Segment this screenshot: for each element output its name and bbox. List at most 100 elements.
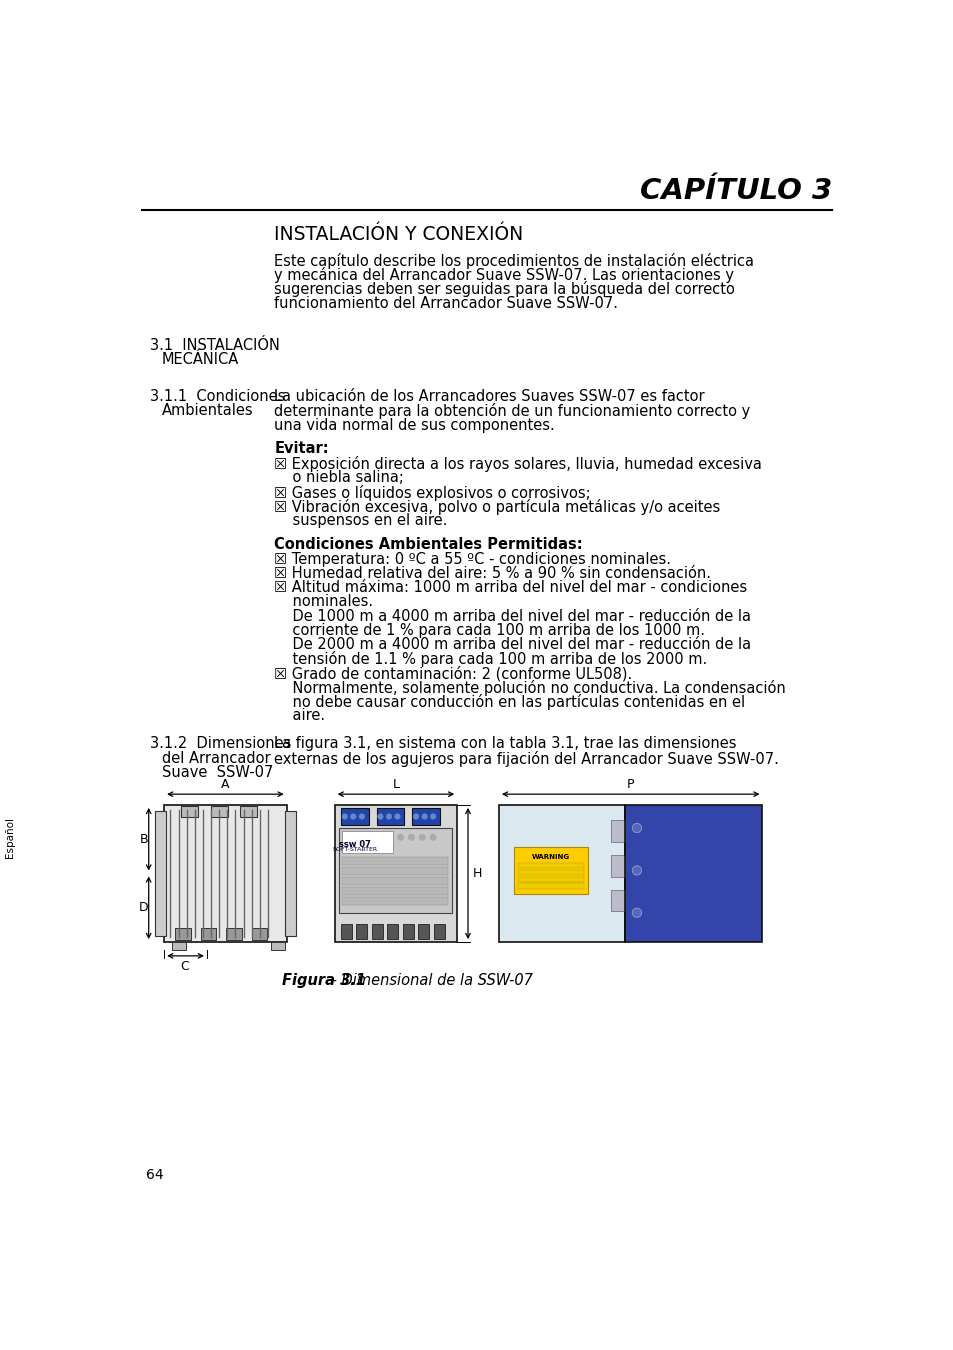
Bar bbox=[342, 898, 447, 904]
Bar bbox=[181, 806, 198, 817]
Circle shape bbox=[408, 834, 415, 840]
Bar bbox=[376, 809, 404, 825]
Text: ☒ Grado de contaminación: 2 (conforme UL508).: ☒ Grado de contaminación: 2 (conforme UL… bbox=[274, 666, 632, 682]
Text: ssw 07: ssw 07 bbox=[338, 840, 371, 849]
Text: L: L bbox=[392, 778, 399, 791]
Bar bbox=[271, 942, 285, 949]
Bar bbox=[611, 890, 624, 911]
Bar bbox=[498, 805, 624, 942]
Bar bbox=[418, 923, 429, 940]
Bar bbox=[611, 821, 624, 842]
Bar bbox=[514, 848, 587, 894]
Circle shape bbox=[397, 834, 403, 840]
Text: D: D bbox=[139, 902, 149, 914]
Text: 3.1.2  Dimensiones: 3.1.2 Dimensiones bbox=[150, 736, 292, 752]
Bar bbox=[342, 878, 447, 886]
Text: Este capítulo describe los procedimientos de instalación eléctrica: Este capítulo describe los procedimiento… bbox=[274, 252, 754, 269]
Bar bbox=[402, 923, 414, 940]
Bar bbox=[240, 806, 257, 817]
Text: ☒ Humedad relativa del aire: 5 % a 90 % sin condensación.: ☒ Humedad relativa del aire: 5 % a 90 % … bbox=[274, 566, 711, 580]
Bar bbox=[342, 857, 447, 865]
Bar bbox=[172, 942, 186, 949]
Bar bbox=[342, 832, 393, 853]
Text: sugerencias deben ser seguidas para la búsqueda del correcto: sugerencias deben ser seguidas para la b… bbox=[274, 281, 735, 297]
Text: P: P bbox=[626, 778, 634, 791]
Circle shape bbox=[386, 814, 392, 819]
Text: MECÁNICA: MECÁNICA bbox=[162, 352, 239, 367]
Circle shape bbox=[632, 909, 641, 918]
Bar bbox=[342, 867, 447, 875]
Text: Ambientales: Ambientales bbox=[162, 404, 253, 418]
Circle shape bbox=[430, 834, 436, 840]
Text: A: A bbox=[221, 778, 230, 791]
Text: funcionamiento del Arrancador Suave SSW-07.: funcionamiento del Arrancador Suave SSW-… bbox=[274, 296, 618, 310]
Bar bbox=[517, 883, 583, 888]
Text: ☒ Temperatura: 0 ºC a 55 ºC - condiciones nominales.: ☒ Temperatura: 0 ºC a 55 ºC - condicione… bbox=[274, 552, 671, 567]
Text: Español: Español bbox=[6, 817, 15, 857]
Text: o niebla salina;: o niebla salina; bbox=[274, 470, 404, 486]
Bar bbox=[624, 805, 761, 942]
Bar bbox=[174, 929, 191, 941]
Text: - Dimensional de la SSW-07: - Dimensional de la SSW-07 bbox=[327, 973, 533, 988]
Circle shape bbox=[358, 814, 364, 819]
Bar bbox=[517, 876, 583, 882]
Text: SOFT-STARTER: SOFT-STARTER bbox=[332, 846, 377, 852]
Text: no debe causar conducción en las partículas contenidas en el: no debe causar conducción en las partícu… bbox=[274, 694, 744, 710]
Circle shape bbox=[430, 814, 436, 819]
Bar bbox=[387, 923, 397, 940]
Text: nominales.: nominales. bbox=[274, 594, 373, 609]
Bar bbox=[340, 809, 369, 825]
Text: corriente de 1 % para cada 100 m arriba de los 1000 m.: corriente de 1 % para cada 100 m arriba … bbox=[274, 622, 704, 637]
Bar bbox=[285, 811, 295, 936]
Text: una vida normal de sus componentes.: una vida normal de sus componentes. bbox=[274, 417, 555, 432]
Text: determinante para la obtención de un funcionamiento correcto y: determinante para la obtención de un fun… bbox=[274, 404, 750, 420]
Text: aire.: aire. bbox=[274, 709, 325, 724]
Bar bbox=[517, 863, 583, 868]
Bar bbox=[342, 887, 447, 895]
Bar bbox=[611, 855, 624, 876]
Bar bbox=[339, 828, 452, 913]
Bar bbox=[154, 811, 166, 936]
Text: Normalmente, solamente polución no conductiva. La condensación: Normalmente, solamente polución no condu… bbox=[274, 680, 785, 695]
Bar bbox=[252, 929, 267, 941]
Text: 64: 64 bbox=[146, 1168, 164, 1183]
Text: externas de los agujeros para fijación del Arrancador Suave SSW-07.: externas de los agujeros para fijación d… bbox=[274, 751, 779, 767]
Text: INSTALACIÓN Y CONEXIÓN: INSTALACIÓN Y CONEXIÓN bbox=[274, 225, 523, 244]
Text: De 1000 m a 4000 m arriba del nivel del mar - reducción de la: De 1000 m a 4000 m arriba del nivel del … bbox=[274, 609, 750, 624]
Bar bbox=[226, 929, 241, 941]
Circle shape bbox=[342, 814, 347, 819]
Bar bbox=[200, 929, 216, 941]
Text: 3.1  INSTALACIÓN: 3.1 INSTALACIÓN bbox=[150, 338, 280, 352]
Text: y mecánica del Arrancador Suave SSW-07. Las orientaciones y: y mecánica del Arrancador Suave SSW-07. … bbox=[274, 267, 734, 284]
Circle shape bbox=[418, 834, 425, 840]
Text: Suave  SSW-07: Suave SSW-07 bbox=[162, 765, 273, 780]
Circle shape bbox=[632, 824, 641, 833]
Bar bbox=[517, 869, 583, 875]
Text: ☒ Altitud máxima: 1000 m arriba del nivel del mar - condiciones: ☒ Altitud máxima: 1000 m arriba del nive… bbox=[274, 580, 746, 595]
Circle shape bbox=[421, 814, 427, 819]
Text: H: H bbox=[472, 867, 481, 880]
Bar bbox=[164, 805, 286, 942]
Bar bbox=[372, 923, 382, 940]
Bar bbox=[412, 809, 439, 825]
Bar bbox=[340, 923, 352, 940]
Circle shape bbox=[350, 814, 355, 819]
Bar bbox=[434, 923, 444, 940]
Text: Condiciones Ambientales Permitidas:: Condiciones Ambientales Permitidas: bbox=[274, 536, 582, 552]
Circle shape bbox=[395, 814, 399, 819]
Text: ☒ Vibración excesiva, polvo o partícula metálicas y/o aceites: ☒ Vibración excesiva, polvo o partícula … bbox=[274, 500, 720, 514]
Text: WARNING: WARNING bbox=[532, 853, 570, 860]
Text: De 2000 m a 4000 m arriba del nivel del mar - reducción de la: De 2000 m a 4000 m arriba del nivel del … bbox=[274, 637, 751, 652]
Bar bbox=[211, 806, 228, 817]
Circle shape bbox=[413, 814, 418, 819]
Circle shape bbox=[377, 814, 383, 819]
Text: B: B bbox=[139, 833, 149, 845]
Bar bbox=[356, 923, 367, 940]
Text: 3.1.1  Condiciones: 3.1.1 Condiciones bbox=[150, 389, 285, 404]
Circle shape bbox=[632, 865, 641, 875]
Text: tensión de 1.1 % para cada 100 m arriba de los 2000 m.: tensión de 1.1 % para cada 100 m arriba … bbox=[274, 651, 707, 667]
Text: del Arrancador: del Arrancador bbox=[162, 751, 271, 765]
Text: ☒ Gases o líquidos explosivos o corrosivos;: ☒ Gases o líquidos explosivos o corrosiv… bbox=[274, 485, 590, 501]
Bar bbox=[335, 805, 456, 942]
Text: Figura 3.1: Figura 3.1 bbox=[282, 973, 366, 988]
